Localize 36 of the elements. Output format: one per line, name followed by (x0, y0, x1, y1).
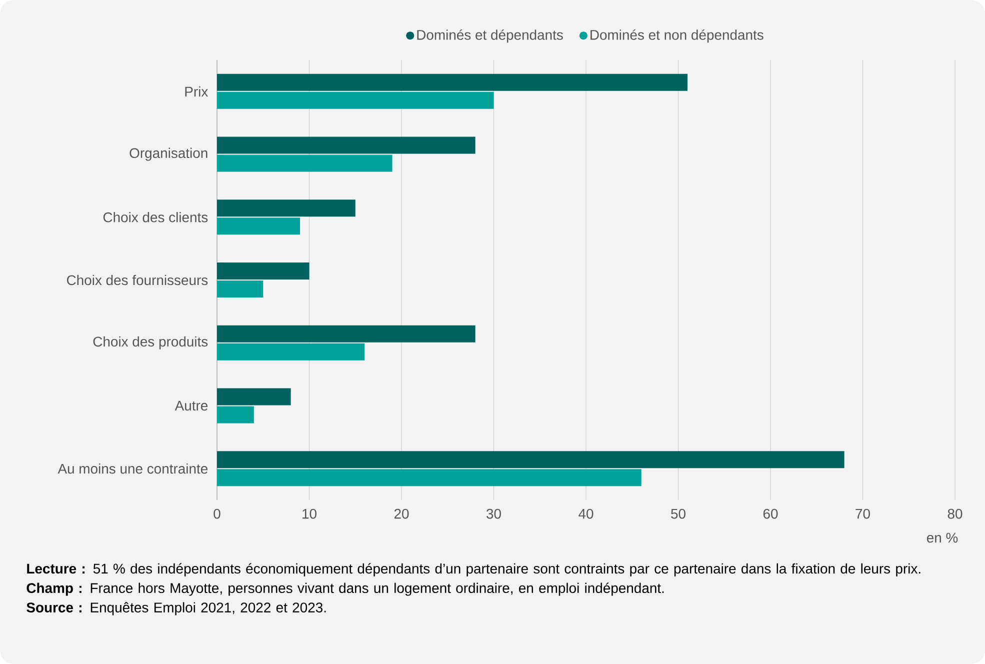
y-tick-label: Autre (174, 400, 208, 411)
y-tick-label: Organisation (130, 148, 208, 161)
bar (217, 325, 476, 342)
y-tick-label: Prix (185, 86, 208, 96)
x-tick-label: 40 (578, 508, 594, 519)
x-tick-label: 20 (394, 508, 409, 519)
bar (217, 154, 392, 172)
legend-label: Dominés et dépendants (417, 29, 563, 43)
bar (217, 343, 365, 360)
y-tick-label: Choix des produits (93, 336, 208, 350)
y-tick-label: Choix des clients (103, 212, 208, 222)
bar (217, 92, 494, 109)
bar (217, 388, 291, 406)
y-tick-label: Au moins une contrainte (58, 463, 208, 474)
text: Lecture : 51 % des indépendants économiquement dépendants d’un partenaire sont contraints par ce partenaire dans la fixation de leurs prix. (27, 563, 920, 576)
x-tick-label: 10 (302, 508, 316, 519)
bar (217, 469, 642, 486)
x-tick-label: 0 (214, 508, 220, 519)
x-axis-title: en % (926, 532, 958, 543)
bar (217, 74, 688, 91)
y-tick-label: Choix des fournisseurs (66, 274, 208, 286)
bar (217, 218, 300, 235)
x-tick-label: 70 (856, 508, 870, 519)
x-tick-label: 30 (486, 508, 501, 519)
bar (217, 406, 254, 424)
bar (217, 262, 310, 280)
bar (217, 136, 476, 154)
x-tick-label: 50 (671, 508, 686, 519)
bar (217, 280, 264, 298)
legend-label: Dominés et non dépendants (590, 29, 764, 43)
bar (217, 451, 844, 468)
text: Champ : France hors Mayotte, personnes vivant dans un logement ordinaire, en emploi indépendant. (26, 582, 664, 596)
bar (217, 200, 356, 217)
x-tick-label: 60 (763, 508, 778, 519)
x-tick-label: 80 (948, 508, 962, 519)
text: Source : Enquêtes Emploi 2021, 2022 et 2023. (26, 602, 326, 616)
